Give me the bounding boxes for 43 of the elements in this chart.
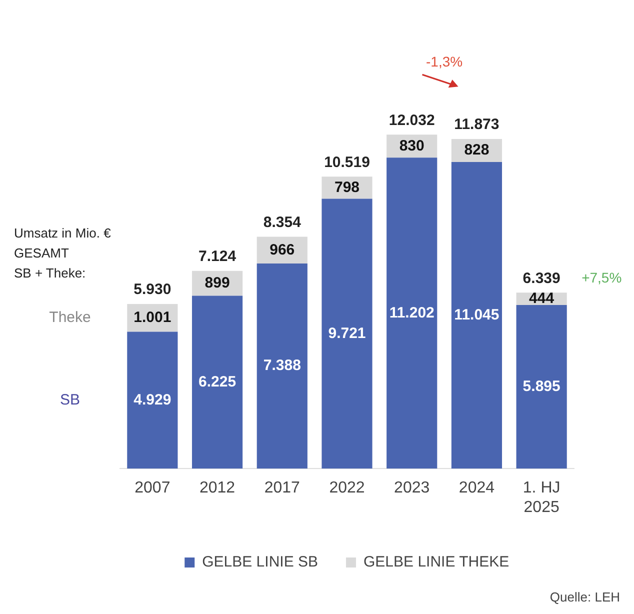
bar bbox=[451, 162, 502, 469]
text: -1,3% bbox=[426, 53, 463, 70]
data-label: 6.225 bbox=[198, 373, 236, 390]
data-label: 1.001 bbox=[134, 309, 172, 326]
data-label: 9.721 bbox=[328, 324, 366, 342]
source-note: Quelle: LEH bbox=[550, 590, 620, 605]
total-label: 12.032 bbox=[388, 112, 435, 129]
text: Theke bbox=[49, 309, 91, 326]
x-tick-label: 2012 bbox=[199, 480, 236, 497]
data-label: 798 bbox=[334, 178, 360, 196]
legend-label: GELBE LINIE SB bbox=[202, 554, 318, 571]
bar bbox=[127, 332, 178, 469]
data-label: 11.202 bbox=[389, 304, 434, 322]
data-label: 11.045 bbox=[454, 306, 500, 324]
text: SB bbox=[60, 391, 80, 408]
total-label: 6.339 bbox=[522, 270, 560, 287]
total-label: 10.519 bbox=[324, 154, 370, 171]
data-label: 830 bbox=[399, 137, 424, 154]
x-tick-label: 2022 bbox=[329, 480, 365, 497]
data-label: 828 bbox=[464, 142, 490, 159]
total-label: 11.873 bbox=[454, 116, 500, 134]
total-label: 8.354 bbox=[263, 214, 302, 231]
text: Umsatz in Mio. € GESAMT SB + Theke: bbox=[14, 226, 112, 281]
x-tick-label: 1. HJ 2025 bbox=[522, 480, 560, 516]
data-label: 4.929 bbox=[134, 391, 172, 408]
total-label: 5.930 bbox=[134, 281, 172, 298]
data-label: 5.895 bbox=[522, 378, 560, 395]
bar bbox=[516, 304, 567, 469]
data-label: 7.388 bbox=[263, 357, 301, 374]
text: +7,5% bbox=[582, 270, 622, 286]
legend-label: GELBE LINIE THEKE bbox=[364, 554, 510, 571]
data-label: 966 bbox=[270, 241, 295, 258]
bar bbox=[256, 264, 308, 469]
bar bbox=[322, 198, 372, 469]
x-tick-label: 2017 bbox=[264, 480, 300, 497]
bar bbox=[192, 296, 243, 469]
data-label: 899 bbox=[204, 274, 230, 292]
x-tick-label: 2023 bbox=[394, 480, 430, 497]
total-label: 7.124 bbox=[198, 248, 237, 265]
bar bbox=[386, 158, 438, 469]
data-label: 444 bbox=[529, 290, 555, 307]
x-tick-label: 2007 bbox=[134, 480, 170, 497]
x-tick-label: 2024 bbox=[458, 480, 495, 497]
